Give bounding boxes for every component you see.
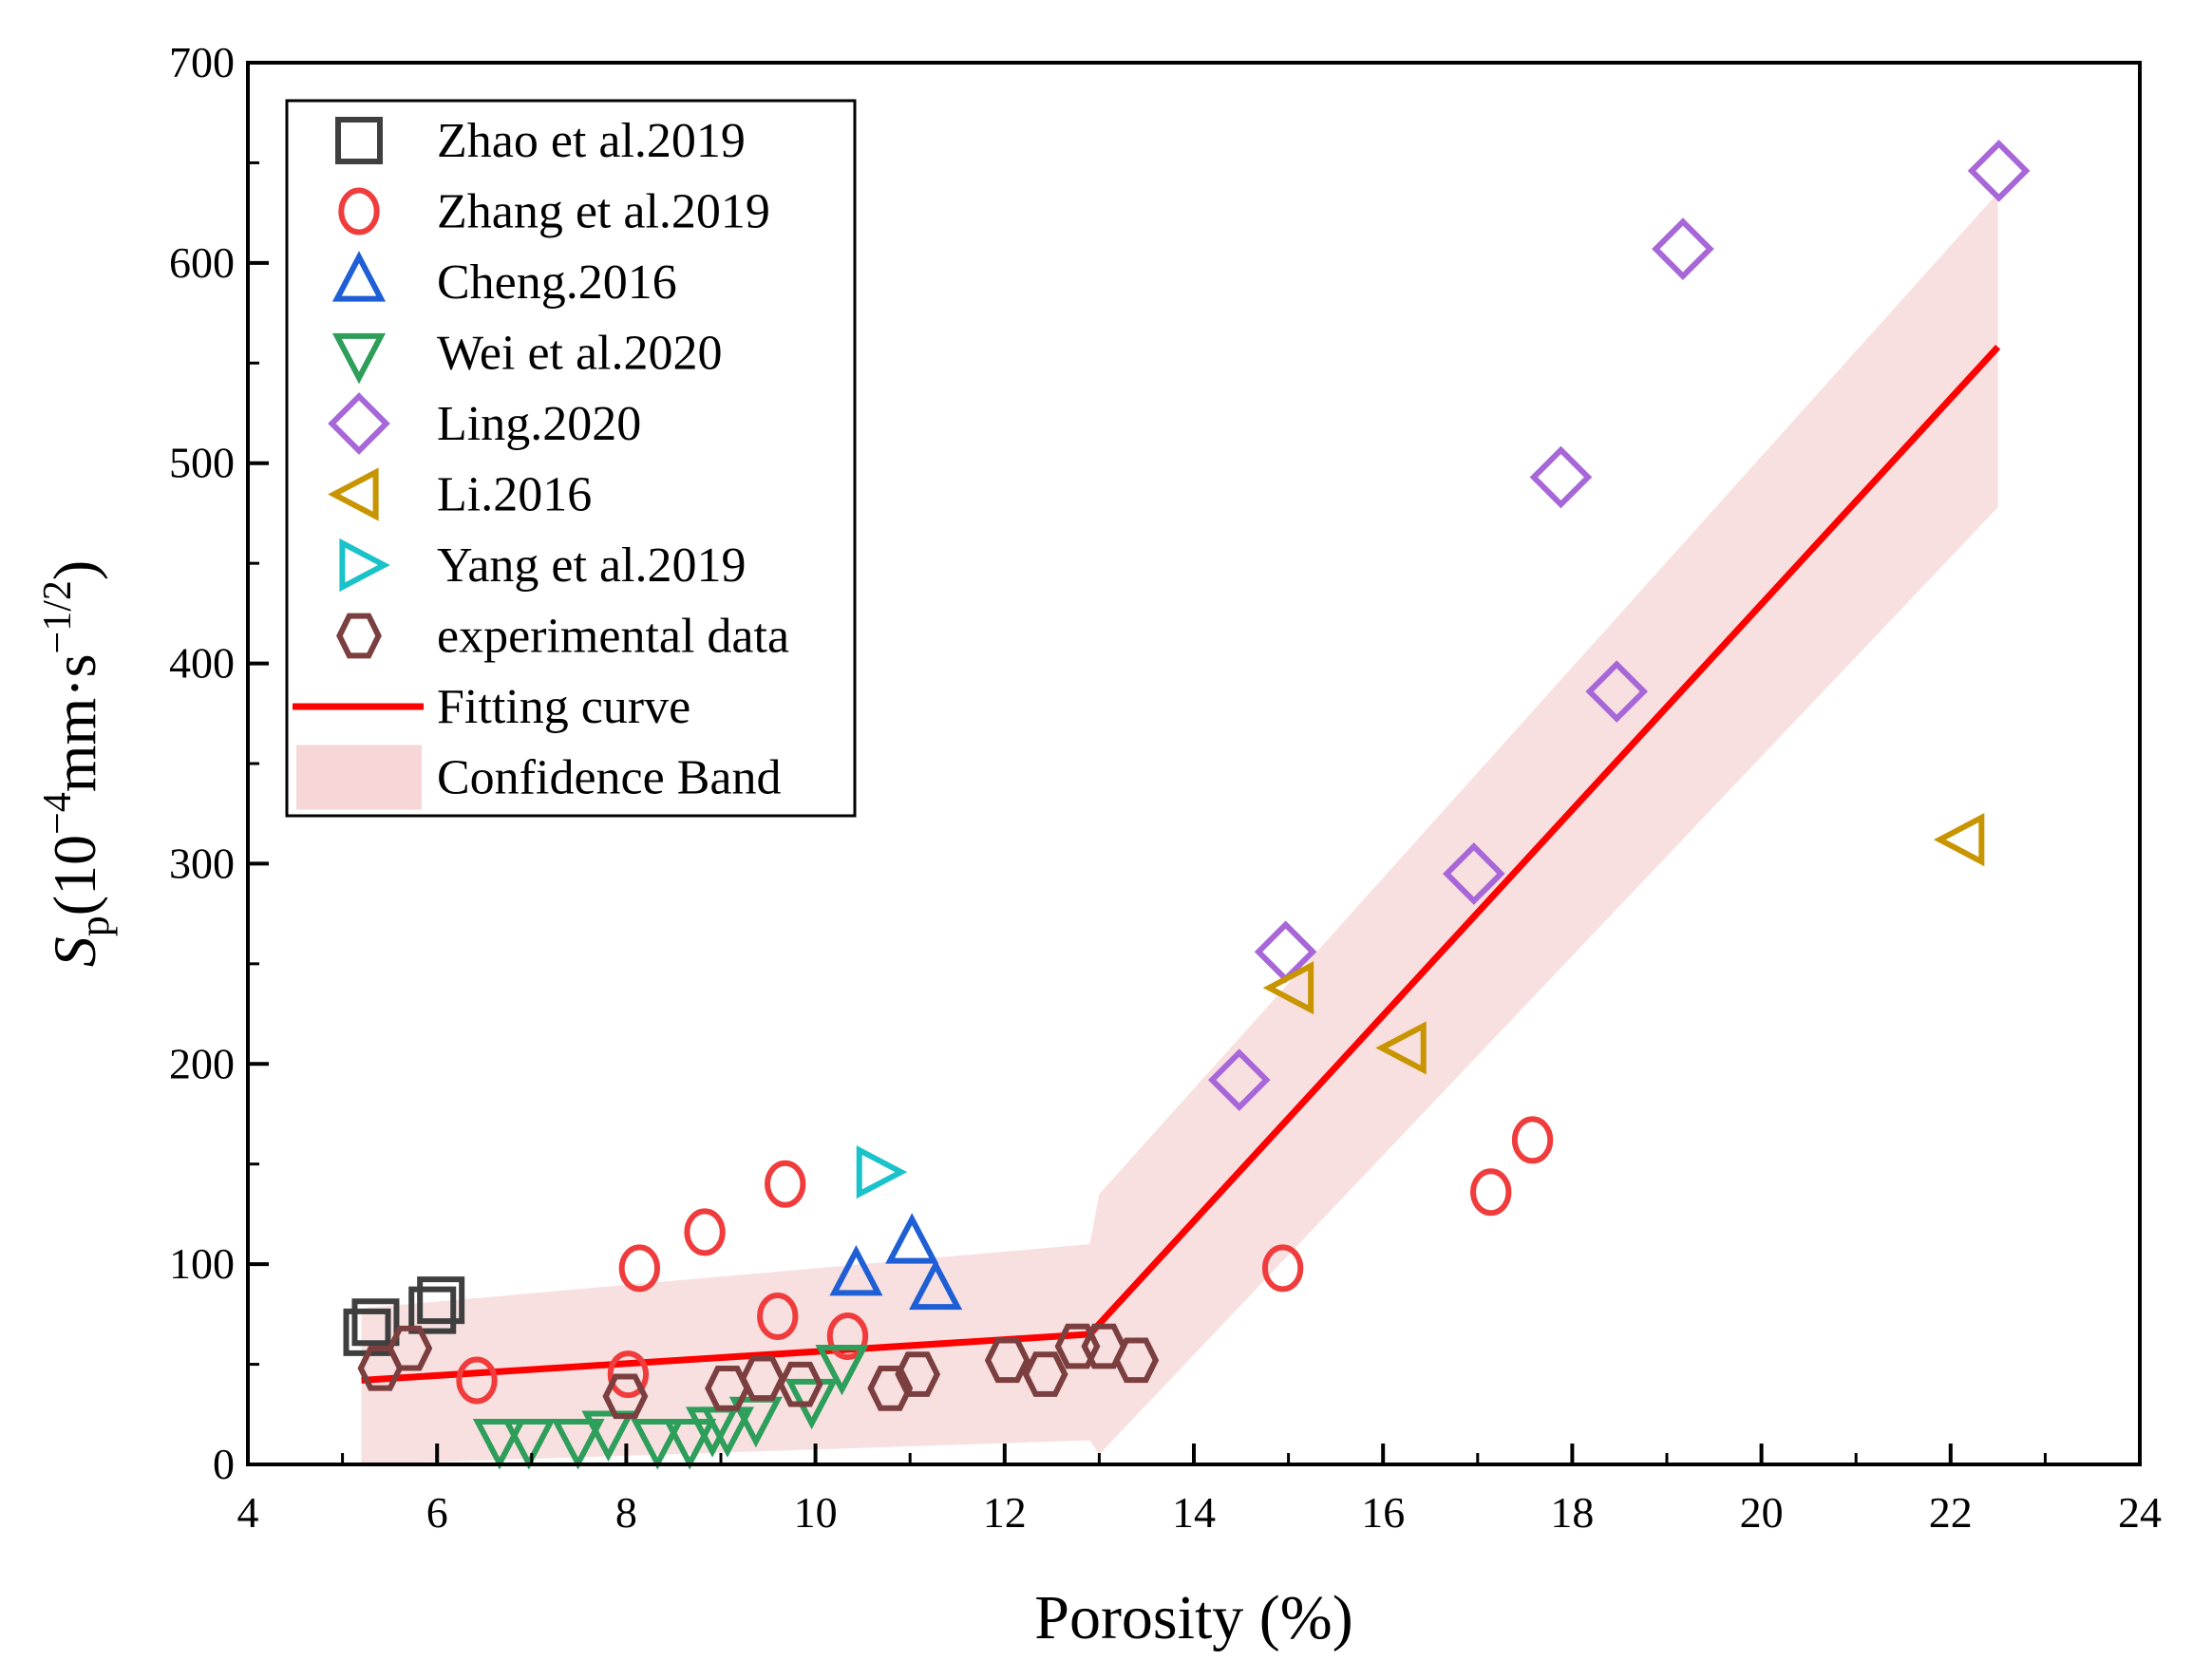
- y-tick-label: 0: [213, 1440, 235, 1488]
- point-wei-et-al-2020: [815, 1344, 869, 1396]
- point-zhang-et-al-2019: [757, 1292, 799, 1340]
- point-wei-et-al-2020: [551, 1418, 605, 1470]
- point-zhao-et-al-2019: [408, 1286, 457, 1334]
- point-ling-2020: [1207, 1048, 1271, 1111]
- legend: Zhao et al.2019 Zhang et al.2019 Cheng.201…: [285, 99, 857, 818]
- point-experimental-data: [387, 1325, 433, 1371]
- legend-label-fitting-curve: Fitting curve: [437, 680, 690, 734]
- legend-marker-cheng-2016: [331, 251, 387, 302]
- legend-label-zhang-et-al-2019: Zhang et al.2019: [437, 185, 770, 239]
- x-tick-label: 14: [1172, 1488, 1216, 1537]
- y-axis-label: Sp(10−4mm·s−1/2): [36, 560, 118, 967]
- legend-marker-li-2016: [328, 467, 379, 521]
- point-ling-2020: [1529, 445, 1593, 509]
- point-experimental-data: [1113, 1337, 1160, 1384]
- point-zhang-et-al-2019: [1261, 1244, 1304, 1293]
- point-zhang-et-al-2019: [618, 1244, 661, 1293]
- point-experimental-data: [777, 1361, 823, 1407]
- confidence-band: [361, 193, 1998, 1465]
- point-wei-et-al-2020: [663, 1418, 717, 1470]
- point-experimental-data: [602, 1373, 649, 1420]
- point-experimental-data: [984, 1337, 1030, 1384]
- y-tick-label: 500: [169, 439, 235, 487]
- point-ling-2020: [1585, 660, 1649, 723]
- x-tick-label: 10: [794, 1488, 838, 1537]
- x-axis-label: Porosity (%): [1034, 1583, 1352, 1652]
- legend-label-li-2016: Li.2016: [437, 468, 592, 522]
- legend-label-confidence-band: Confidence Band: [437, 751, 781, 805]
- legend-label-experimental-data: experimental data: [437, 610, 789, 664]
- y-tick-label: 300: [169, 839, 235, 887]
- legend-marker-zhao-et-al-2019: [335, 117, 383, 164]
- point-wei-et-al-2020: [581, 1410, 635, 1463]
- point-experimental-data: [1054, 1323, 1101, 1369]
- y-tick-label: 400: [169, 639, 235, 688]
- legend-marker-confidence-band: [296, 745, 422, 810]
- point-ling-2020: [1442, 842, 1505, 905]
- point-wei-et-al-2020: [472, 1418, 526, 1470]
- legend-label-ling-2020: Ling.2020: [437, 397, 641, 451]
- legend-box: [285, 99, 857, 818]
- point-experimental-data: [867, 1366, 914, 1411]
- point-yang-et-al-2019: [856, 1145, 908, 1199]
- x-tick-label: 6: [426, 1488, 448, 1537]
- point-zhang-et-al-2019: [765, 1160, 806, 1208]
- point-li-2016: [1375, 1021, 1427, 1075]
- point-cheng-2016: [909, 1258, 963, 1311]
- legend-label-wei-et-al-2020: Wei et al.2020: [437, 327, 723, 381]
- point-ling-2020: [1652, 217, 1714, 280]
- point-zhao-et-al-2019: [417, 1276, 465, 1325]
- y-tick-label: 700: [169, 38, 235, 86]
- point-li-2016: [1933, 813, 1985, 867]
- x-tick-label: 16: [1361, 1488, 1405, 1537]
- confidence-band-layer: [361, 193, 1998, 1465]
- x-tick-label: 8: [615, 1488, 637, 1537]
- legend-marker-zhang-et-al-2019: [338, 187, 380, 236]
- point-ling-2020: [1967, 140, 2031, 202]
- point-experimental-data: [895, 1351, 941, 1397]
- point-zhang-et-al-2019: [1511, 1116, 1554, 1164]
- point-cheng-2016: [829, 1244, 883, 1296]
- legend-marker-wei-et-al-2020: [331, 332, 387, 385]
- point-wei-et-al-2020: [501, 1418, 556, 1470]
- point-zhang-et-al-2019: [684, 1208, 726, 1256]
- axis-ticks: 4 6 8 10 12 14 16 18 20 22 24 0 100 200 300 400 500 600 70…: [169, 38, 2162, 1537]
- legend-label-zhao-et-al-2019: Zhao et al.2019: [437, 114, 746, 168]
- legend-marker-ling-2020: [328, 392, 390, 455]
- legend-label-yang-et-al-2019: Yang et al.2019: [437, 538, 746, 593]
- legend-marker-yang-et-al-2019: [339, 538, 390, 593]
- point-zhang-et-al-2019: [456, 1356, 498, 1405]
- legend-marker-experimental-data: [336, 613, 382, 659]
- point-zhang-et-al-2019: [826, 1312, 869, 1361]
- x-tick-label: 4: [237, 1488, 259, 1537]
- x-tick-label: 22: [1929, 1488, 1973, 1537]
- point-zhang-et-al-2019: [607, 1350, 650, 1399]
- data-points-layer: [343, 140, 2031, 1470]
- point-cheng-2016: [885, 1213, 939, 1264]
- legend-label-cheng-2016: Cheng.2016: [437, 255, 677, 310]
- y-tick-label: 200: [169, 1039, 235, 1087]
- point-li-2016: [1262, 961, 1314, 1015]
- x-tick-label: 12: [983, 1488, 1027, 1537]
- point-experimental-data: [1022, 1351, 1068, 1397]
- y-tick-label: 100: [169, 1239, 235, 1288]
- point-wei-et-al-2020: [631, 1418, 685, 1470]
- y-tick-label: 600: [169, 238, 235, 287]
- x-tick-label: 24: [2118, 1488, 2162, 1537]
- point-zhang-et-al-2019: [1470, 1168, 1512, 1217]
- x-tick-label: 20: [1740, 1488, 1784, 1537]
- x-tick-label: 18: [1550, 1488, 1594, 1537]
- point-zhao-et-al-2019: [343, 1308, 391, 1356]
- point-zhao-et-al-2019: [351, 1298, 400, 1347]
